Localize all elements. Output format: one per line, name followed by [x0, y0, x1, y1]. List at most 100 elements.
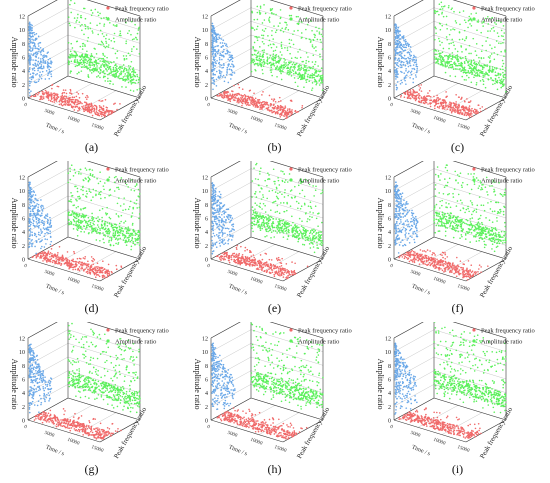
data-point [306, 69, 308, 72]
data-point [493, 58, 496, 61]
data-point [80, 66, 83, 69]
data-point [220, 54, 222, 56]
data-point [412, 56, 415, 59]
data-point [483, 73, 486, 75]
data-point [270, 71, 272, 73]
data-point [103, 268, 106, 271]
axis-line [393, 0, 424, 17]
data-point [69, 88, 72, 91]
data-point [494, 82, 496, 85]
data-point [91, 106, 94, 109]
data-point [63, 103, 65, 106]
data-point [288, 108, 291, 110]
data-point [281, 47, 283, 50]
data-point [411, 67, 414, 70]
data-point [456, 50, 459, 53]
data-point [68, 259, 71, 262]
data-point [277, 68, 280, 71]
data-point [86, 110, 89, 113]
data-point [47, 72, 50, 74]
z-axis-label: Amplitude ratio [10, 198, 19, 249]
data-point [80, 14, 82, 17]
data-point [97, 33, 100, 36]
data-point [126, 237, 129, 239]
data-point [226, 71, 228, 73]
data-point [70, 191, 72, 194]
data-point [211, 39, 214, 42]
data-point [464, 100, 466, 103]
data-point [412, 64, 415, 66]
data-point [435, 27, 437, 30]
data-point [51, 261, 54, 264]
data-point [98, 112, 100, 115]
data-point [121, 67, 124, 70]
data-point [61, 94, 64, 97]
data-point [80, 227, 82, 230]
data-point [42, 50, 45, 52]
data-point [28, 220, 31, 223]
data-point [264, 12, 267, 15]
data-point [47, 258, 50, 261]
data-point [229, 59, 232, 61]
data-point [102, 43, 105, 45]
data-point [499, 82, 502, 85]
data-point [293, 68, 296, 70]
data-point [233, 94, 236, 97]
data-point [228, 233, 231, 236]
data-point [288, 61, 290, 63]
data-point [33, 212, 36, 215]
data-point [452, 108, 454, 111]
data-point [31, 204, 34, 207]
data-point [81, 29, 83, 32]
data-point [408, 70, 410, 73]
data-point [40, 65, 43, 68]
data-point [71, 101, 73, 104]
data-point [127, 81, 130, 84]
data-point [38, 48, 40, 50]
data-point [41, 214, 43, 217]
data-point [101, 111, 104, 114]
data-point [470, 109, 472, 112]
data-point [36, 203, 38, 205]
data-point [397, 42, 399, 45]
data-point [103, 25, 105, 27]
data-point [86, 62, 88, 65]
data-point [403, 61, 405, 64]
data-point [312, 65, 314, 68]
data-point [308, 80, 311, 83]
data-point [213, 29, 216, 32]
data-point [311, 61, 314, 63]
data-point [44, 55, 46, 58]
data-point [401, 36, 403, 39]
data-point [411, 58, 413, 61]
data-point [321, 28, 324, 31]
data-point [49, 62, 51, 65]
data-point [400, 64, 403, 67]
data-point [236, 92, 238, 95]
axis-line [393, 97, 467, 121]
data-point [62, 91, 64, 94]
data-point [256, 39, 259, 42]
data-point [261, 94, 263, 96]
data-point [394, 41, 397, 43]
data-point [31, 218, 34, 220]
data-point [33, 214, 35, 216]
data-point [311, 87, 314, 89]
data-point [468, 101, 470, 103]
data-point [38, 231, 40, 234]
data-point [470, 111, 473, 113]
data-point [259, 53, 261, 55]
data-point [469, 17, 472, 20]
data-point [37, 45, 40, 47]
data-point [71, 263, 74, 266]
data-point [89, 61, 92, 64]
data-point [42, 65, 45, 68]
data-point [35, 32, 38, 35]
data-point [288, 14, 291, 17]
data-point [406, 61, 409, 64]
data-point [117, 230, 119, 232]
data-point [399, 96, 402, 98]
data-point [231, 60, 234, 63]
data-point [130, 83, 133, 85]
